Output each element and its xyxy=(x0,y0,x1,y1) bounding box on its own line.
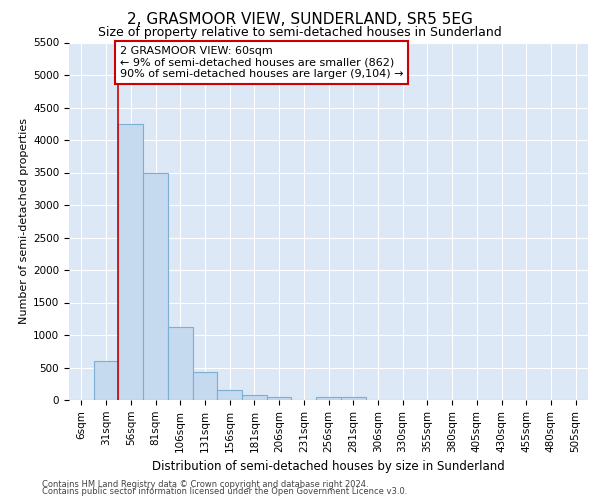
Bar xyxy=(316,397,341,400)
Text: 2, GRASMOOR VIEW, SUNDERLAND, SR5 5EG: 2, GRASMOOR VIEW, SUNDERLAND, SR5 5EG xyxy=(127,12,473,26)
Bar xyxy=(94,361,118,400)
Bar xyxy=(193,372,217,400)
Text: 2 GRASMOOR VIEW: 60sqm
← 9% of semi-detached houses are smaller (862)
90% of sem: 2 GRASMOOR VIEW: 60sqm ← 9% of semi-deta… xyxy=(119,46,403,79)
Y-axis label: Number of semi-detached properties: Number of semi-detached properties xyxy=(19,118,29,324)
Bar xyxy=(168,327,193,400)
Text: Contains public sector information licensed under the Open Government Licence v3: Contains public sector information licen… xyxy=(42,488,407,496)
Bar xyxy=(118,124,143,400)
Bar xyxy=(143,172,168,400)
X-axis label: Distribution of semi-detached houses by size in Sunderland: Distribution of semi-detached houses by … xyxy=(152,460,505,473)
Bar xyxy=(217,390,242,400)
Bar xyxy=(267,397,292,400)
Text: Contains HM Land Registry data © Crown copyright and database right 2024.: Contains HM Land Registry data © Crown c… xyxy=(42,480,368,489)
Text: Size of property relative to semi-detached houses in Sunderland: Size of property relative to semi-detach… xyxy=(98,26,502,39)
Bar xyxy=(341,397,365,400)
Bar xyxy=(242,395,267,400)
